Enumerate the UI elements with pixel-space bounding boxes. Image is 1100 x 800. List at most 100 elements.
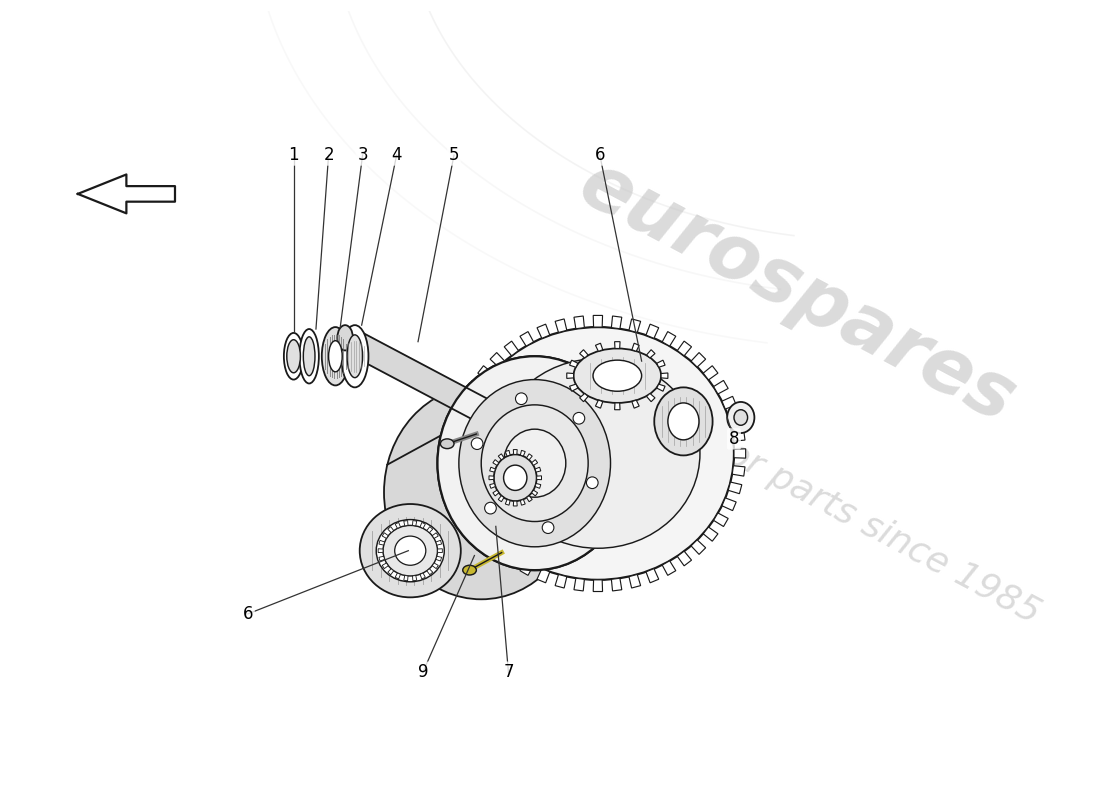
Polygon shape [631, 343, 639, 351]
Polygon shape [615, 403, 620, 410]
Polygon shape [427, 569, 432, 574]
Polygon shape [595, 343, 603, 351]
Polygon shape [612, 578, 621, 591]
Text: 4: 4 [392, 146, 402, 164]
Polygon shape [678, 341, 692, 356]
Polygon shape [556, 574, 566, 588]
Ellipse shape [438, 356, 631, 570]
Polygon shape [714, 381, 728, 394]
Text: 1: 1 [288, 146, 299, 164]
Polygon shape [388, 526, 394, 533]
Polygon shape [657, 360, 665, 367]
Ellipse shape [586, 477, 598, 489]
Polygon shape [460, 498, 474, 510]
Polygon shape [647, 350, 654, 358]
Ellipse shape [440, 439, 454, 449]
Ellipse shape [542, 522, 554, 534]
Ellipse shape [322, 327, 349, 386]
Ellipse shape [573, 349, 661, 403]
Polygon shape [703, 366, 718, 380]
Text: eurospares: eurospares [566, 147, 1027, 439]
Polygon shape [733, 466, 745, 476]
Polygon shape [378, 549, 383, 553]
Polygon shape [493, 490, 499, 496]
Ellipse shape [299, 329, 319, 383]
Ellipse shape [668, 403, 698, 440]
Polygon shape [520, 331, 534, 346]
Ellipse shape [348, 335, 363, 378]
Polygon shape [451, 466, 463, 476]
Polygon shape [566, 373, 573, 378]
Polygon shape [490, 476, 494, 480]
Polygon shape [454, 414, 467, 425]
Polygon shape [432, 563, 438, 569]
Polygon shape [514, 450, 517, 454]
Polygon shape [436, 540, 441, 545]
Polygon shape [629, 319, 640, 333]
Polygon shape [395, 573, 400, 579]
Polygon shape [505, 499, 510, 505]
Text: 2: 2 [323, 146, 334, 164]
Polygon shape [420, 522, 426, 528]
Polygon shape [404, 575, 408, 581]
Polygon shape [646, 324, 659, 338]
Ellipse shape [494, 454, 537, 501]
Polygon shape [615, 342, 620, 349]
Polygon shape [661, 373, 668, 378]
Ellipse shape [287, 340, 300, 373]
Polygon shape [570, 384, 578, 391]
Polygon shape [531, 490, 538, 496]
Polygon shape [733, 431, 745, 442]
Ellipse shape [384, 386, 579, 599]
Polygon shape [339, 326, 502, 429]
Ellipse shape [395, 536, 426, 566]
Ellipse shape [496, 358, 700, 548]
Polygon shape [432, 533, 438, 538]
Polygon shape [593, 580, 603, 591]
Ellipse shape [462, 327, 734, 580]
Polygon shape [420, 573, 426, 579]
Ellipse shape [516, 393, 527, 405]
Ellipse shape [304, 337, 315, 376]
Polygon shape [662, 331, 675, 346]
Ellipse shape [485, 502, 496, 514]
Polygon shape [691, 540, 706, 554]
Polygon shape [527, 496, 532, 502]
Polygon shape [427, 526, 432, 533]
Text: 6: 6 [595, 146, 605, 164]
Polygon shape [498, 496, 504, 502]
Polygon shape [454, 482, 467, 494]
Polygon shape [535, 483, 541, 488]
Polygon shape [595, 400, 603, 408]
Polygon shape [490, 483, 495, 488]
Polygon shape [468, 513, 482, 526]
Polygon shape [734, 449, 746, 458]
Polygon shape [537, 324, 550, 338]
Polygon shape [657, 384, 665, 391]
Polygon shape [491, 353, 505, 367]
Polygon shape [520, 450, 525, 456]
Polygon shape [491, 540, 505, 554]
Polygon shape [378, 556, 385, 561]
Polygon shape [722, 498, 736, 510]
Polygon shape [612, 316, 621, 329]
Ellipse shape [438, 356, 631, 570]
Polygon shape [537, 476, 541, 480]
Polygon shape [631, 400, 639, 408]
Polygon shape [438, 549, 442, 553]
Polygon shape [537, 569, 550, 582]
Ellipse shape [727, 402, 755, 433]
Polygon shape [388, 569, 394, 574]
Polygon shape [535, 467, 541, 472]
Polygon shape [451, 431, 463, 442]
Polygon shape [412, 575, 417, 581]
Text: 3: 3 [358, 146, 367, 164]
Polygon shape [646, 569, 659, 582]
Ellipse shape [341, 325, 368, 387]
Text: a passion for parts since 1985: a passion for parts since 1985 [548, 344, 1046, 630]
Ellipse shape [376, 519, 444, 582]
Ellipse shape [481, 405, 588, 522]
Polygon shape [490, 467, 495, 472]
Polygon shape [629, 574, 640, 588]
Polygon shape [498, 454, 504, 460]
